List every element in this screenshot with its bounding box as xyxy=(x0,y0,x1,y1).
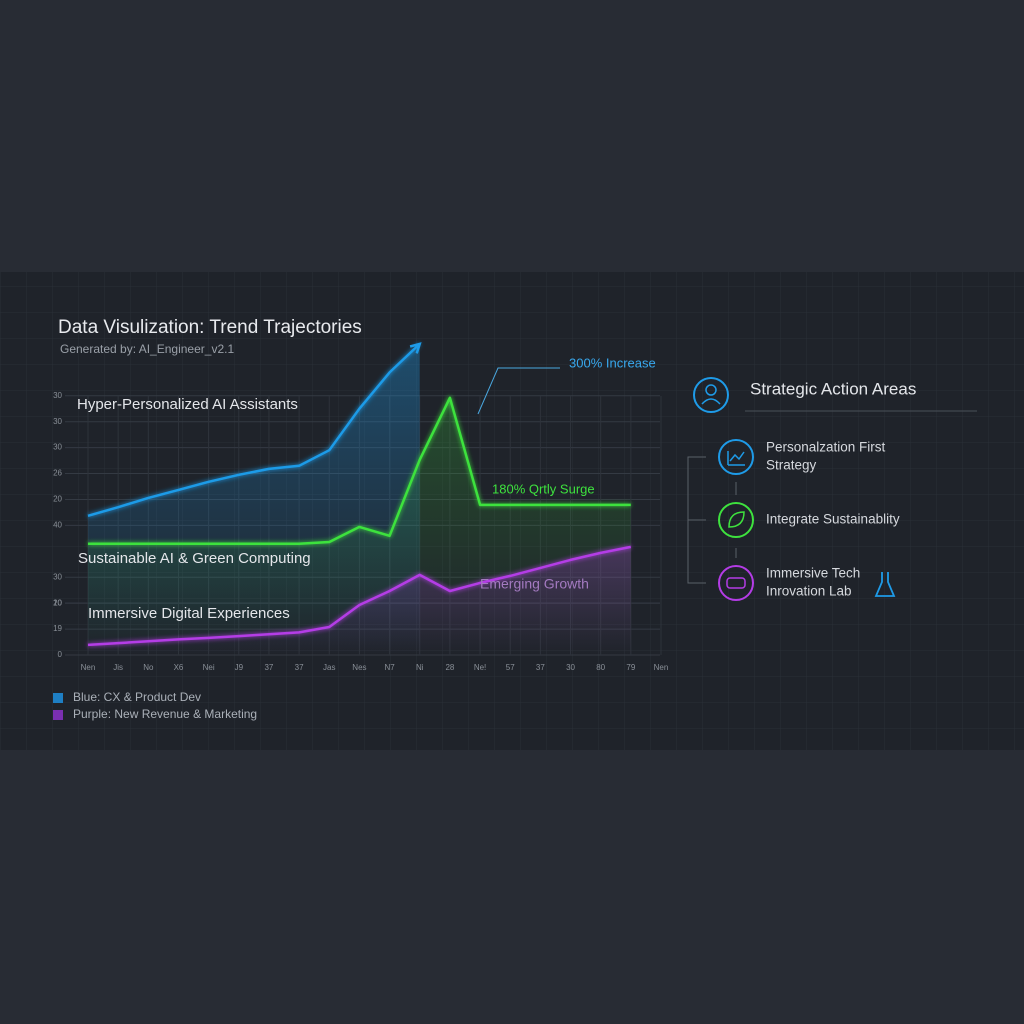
y-tick-label: 30 xyxy=(53,443,62,452)
y-tick-label: 19 xyxy=(53,624,62,633)
panel-icon-glyph xyxy=(705,384,717,396)
x-tick-label: 30 xyxy=(566,663,575,672)
x-tick-label: Nes xyxy=(352,663,366,672)
series-line xyxy=(87,545,632,647)
x-tick-label: X6 xyxy=(174,663,184,672)
y-tick-label: 40 xyxy=(53,520,62,529)
y-tick-label: 30 xyxy=(53,572,62,581)
x-tick-label: 37 xyxy=(264,663,273,672)
annotation: 180% Qrtly Surge xyxy=(492,481,595,496)
x-tick-label: 80 xyxy=(596,663,605,672)
item-icon-glyph xyxy=(726,577,746,589)
y-tick-label: 20 xyxy=(53,495,62,504)
annotation: Emerging Growth xyxy=(480,576,589,592)
item-icon xyxy=(718,565,754,601)
x-tick-label: 79 xyxy=(626,663,635,672)
item-icon xyxy=(718,439,754,475)
x-tick-label: Nei xyxy=(203,663,215,672)
panel-icon xyxy=(693,377,729,413)
x-tick-label: Ne! xyxy=(474,663,486,672)
item-label: Inrovation Lab xyxy=(766,584,852,599)
panel-title: Strategic Action Areas xyxy=(750,379,916,398)
x-tick-label: 28 xyxy=(445,663,454,672)
x-tick-label: Ni xyxy=(416,663,424,672)
item-icon-glyph xyxy=(728,511,745,528)
series-label: Sustainable AI & Green Computing xyxy=(78,550,311,567)
x-tick-label: N7 xyxy=(384,663,395,672)
legend-swatch xyxy=(53,693,63,703)
x-tick-label: 37 xyxy=(295,663,304,672)
item-label: Integrate Sustainablity xyxy=(766,512,900,527)
arrow-head xyxy=(409,342,422,354)
series-line xyxy=(87,342,421,518)
y-tick-label: 0 xyxy=(58,650,63,659)
legend-swatch xyxy=(53,710,63,720)
flask-icon xyxy=(874,572,896,597)
panel-icon-glyph xyxy=(701,398,721,405)
chart-subtitle: Generated by: AI_Engineer_v2.1 xyxy=(60,342,234,356)
series-line xyxy=(88,396,631,546)
item-label: Personalzation First xyxy=(766,440,886,455)
x-tick-label: J9 xyxy=(235,663,244,672)
legend-label: Purple: New Revenue & Marketing xyxy=(73,707,257,721)
chart-title: Data Visulization: Trend Trajectories xyxy=(58,317,362,338)
x-tick-label: Nen xyxy=(81,663,96,672)
x-tick-label: Jas xyxy=(323,663,335,672)
x-tick-label: 37 xyxy=(536,663,545,672)
annotation: 300% Increase xyxy=(569,355,656,370)
y-tick-label: 10 xyxy=(53,598,62,607)
x-tick-label: No xyxy=(143,663,154,672)
y-tick-label: 30 xyxy=(53,417,62,426)
series-label: Immersive Digital Experiences xyxy=(88,605,290,622)
annotation-leader xyxy=(477,367,560,415)
y-tick-label: 20 xyxy=(53,598,62,607)
y-tick-label: 30 xyxy=(53,391,62,400)
series-label: Hyper-Personalized AI Assistants xyxy=(77,396,298,413)
y-tick-label: 26 xyxy=(53,469,62,478)
x-tick-label: Jis xyxy=(113,663,123,672)
x-tick-label: Nen xyxy=(654,663,669,672)
item-icon xyxy=(718,502,754,538)
legend-label: Blue: CX & Product Dev xyxy=(73,690,201,704)
item-label: Strategy xyxy=(766,458,817,473)
item-label: Immersive Tech xyxy=(766,566,860,581)
x-tick-label: 57 xyxy=(506,663,515,672)
connector xyxy=(687,456,706,584)
series-area xyxy=(88,546,631,655)
item-icon-glyph xyxy=(727,451,745,466)
